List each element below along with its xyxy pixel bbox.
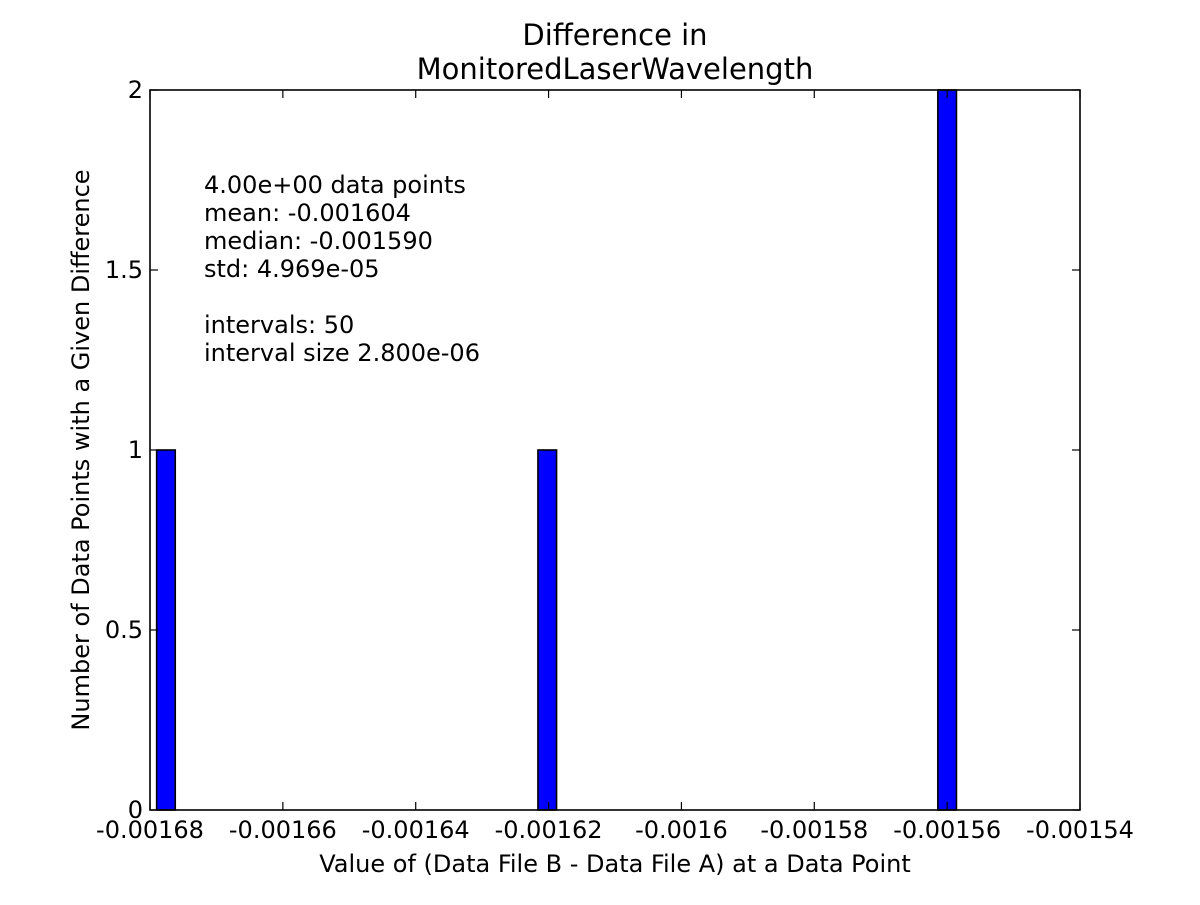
y-tick-label: 1	[128, 436, 143, 464]
stats-line-2: mean: -0.001604	[204, 199, 411, 227]
ticks-layer: -0.00168 -0.00166 -0.00164 -0.00162 -0.0016 -…	[96, 76, 1134, 844]
stats-line-6: intervals: 50	[204, 311, 354, 339]
histogram-bar-3	[937, 89, 958, 811]
x-tick-label: -0.00164	[362, 816, 470, 844]
x-tick-label: -0.00158	[760, 816, 868, 844]
x-tick-label: -0.00156	[893, 816, 1001, 844]
x-tick-label: -0.00162	[495, 816, 603, 844]
y-tick-label: 0	[128, 796, 143, 824]
x-tick-label: -0.00166	[229, 816, 337, 844]
stats-line-4: std: 4.969e-05	[204, 255, 380, 283]
y-tick-label: 1.5	[105, 256, 143, 284]
stats-line-3: median: -0.001590	[204, 227, 433, 255]
y-axis-label: Number of Data Points with a Given Diffe…	[67, 169, 95, 730]
bars-layer	[155, 89, 958, 811]
chart-title-line-1: Difference in	[522, 18, 707, 52]
y-tick-label: 0.5	[105, 616, 143, 644]
plot-frame	[149, 89, 1081, 811]
x-axis-label: Value of (Data File B - Data File A) at …	[319, 850, 911, 878]
chart-title-line-2: MonitoredLaserWavelength	[417, 52, 814, 86]
y-tick-label: 2	[128, 76, 143, 104]
histogram-bar-2	[537, 449, 558, 811]
x-tick-label: -0.00154	[1026, 816, 1134, 844]
histogram-bar-1	[155, 449, 177, 811]
x-tick-label: -0.0016	[635, 816, 728, 844]
stats-line-1: 4.00e+00 data points	[204, 171, 466, 199]
x-tick-label: -0.00168	[96, 816, 204, 844]
stats-line-7: interval size 2.800e-06	[204, 339, 480, 367]
